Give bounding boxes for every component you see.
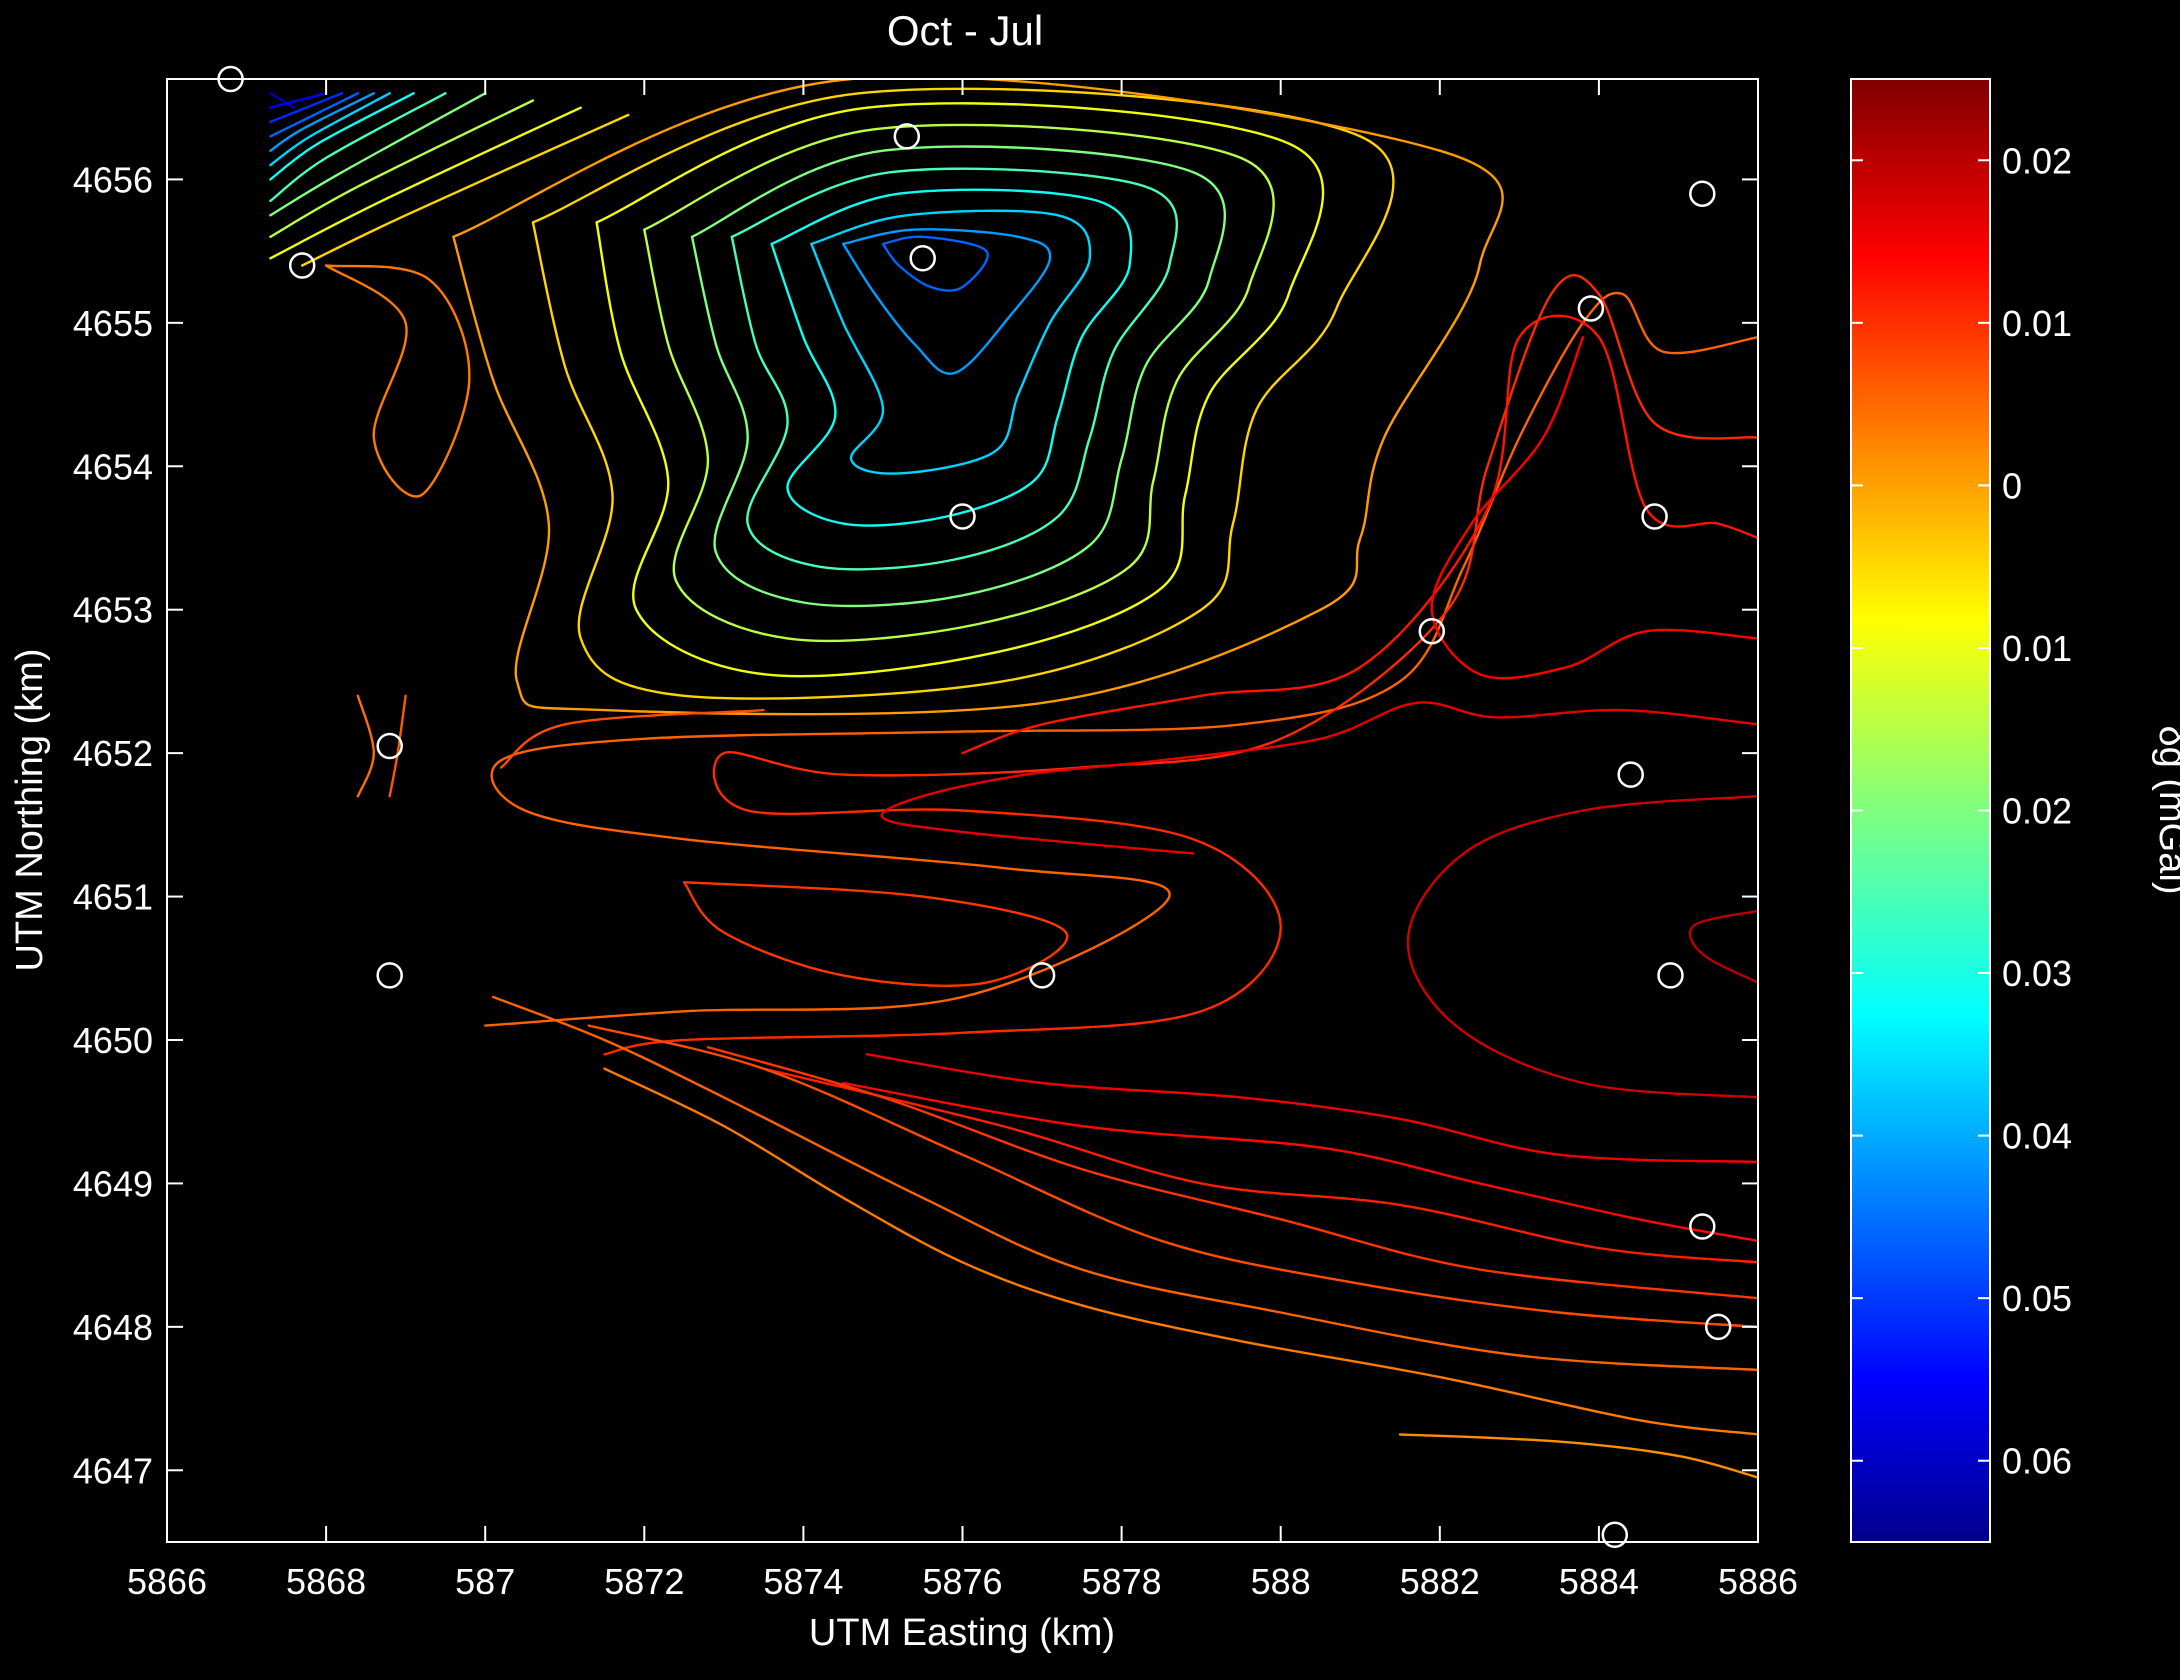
colorbar-tick-label: 0.04 [2002, 1116, 2072, 1157]
contour-line [269, 92, 296, 109]
station-marker [1617, 761, 1644, 788]
contour-line [1398, 1433, 1758, 1479]
contour-line [810, 209, 1092, 475]
contour-line [643, 123, 1275, 643]
contour-line [356, 694, 375, 798]
x-tick-label: 5872 [604, 1561, 684, 1602]
y-tick-label: 4653 [73, 590, 153, 631]
colorbar-tick-label: 0.01 [2002, 628, 2072, 669]
contour-line [269, 92, 344, 124]
station-marker [288, 252, 316, 279]
contour-line [1406, 795, 1758, 1099]
y-tick-label: 4648 [73, 1307, 153, 1348]
chart-title: Oct - Jul [887, 7, 1043, 54]
contour-line [842, 228, 1052, 375]
station-marker [1577, 295, 1605, 322]
contour-line [269, 92, 447, 203]
contour-line [452, 79, 1504, 716]
contour-line [1688, 909, 1758, 984]
x-tick-label: 5876 [922, 1561, 1002, 1602]
contour-line [269, 92, 360, 138]
y-tick-label: 4656 [73, 159, 153, 200]
colorbar-tick-label: 0.02 [2002, 791, 2072, 832]
contour-line [269, 99, 535, 238]
station-marker [1418, 617, 1446, 645]
contour-line [762, 1067, 1758, 1264]
contour-line [531, 87, 1395, 700]
y-tick-label: 4647 [73, 1450, 153, 1491]
contour-line [269, 92, 487, 217]
contour-line [269, 106, 582, 260]
x-tick-label: 5884 [1559, 1561, 1639, 1602]
contour-line [269, 92, 328, 109]
contour-line [603, 274, 1758, 1056]
colorbar-tick-label: 0.02 [2002, 140, 2072, 181]
station-marker [1704, 1313, 1732, 1341]
y-tick-label: 4649 [73, 1163, 153, 1204]
contour-line [492, 995, 1758, 1372]
station-markers [217, 65, 1732, 1549]
station-marker [1689, 180, 1716, 207]
y-axis-ticks: 4647 4648 4649 4650 4651 4652 4653 4654 4655 4656 [73, 159, 1758, 1491]
x-tick-label: 5886 [1718, 1561, 1798, 1602]
contour-line [682, 881, 1069, 988]
contour-line [603, 1067, 1758, 1436]
x-tick-label: 587 [455, 1561, 515, 1602]
contour-line [587, 1024, 1758, 1329]
contour-line [388, 694, 407, 798]
y-tick-label: 4651 [73, 877, 153, 918]
station-marker [893, 123, 921, 150]
colorbar-tick-label: 0.06 [2002, 1441, 2072, 1482]
station-marker [1657, 962, 1684, 989]
station-marker [1641, 503, 1668, 530]
contour-line [881, 235, 989, 292]
contour-line [842, 1081, 1758, 1242]
contour-line [770, 188, 1133, 527]
y-tick-label: 4650 [73, 1020, 153, 1061]
colorbar-label: δg (mGal) [2151, 726, 2180, 895]
contour-line [730, 167, 1179, 571]
station-marker [1028, 962, 1056, 989]
contour-line [880, 701, 1758, 855]
contour-line [269, 92, 375, 152]
contour-lines [269, 79, 1758, 1479]
contour-line [301, 113, 630, 267]
colorbar-tick-label: 0.03 [2002, 953, 2072, 994]
contour-line [324, 264, 471, 498]
station-marker [376, 732, 403, 760]
x-axis-label: UTM Easting (km) [809, 1612, 1115, 1654]
y-axis-label: UTM Northing (km) [9, 648, 51, 971]
contour-line [499, 708, 765, 769]
contour-line [865, 1053, 1758, 1164]
station-marker [949, 503, 976, 530]
x-tick-label: 5868 [286, 1561, 366, 1602]
x-tick-label: 588 [1251, 1561, 1311, 1602]
x-tick-label: 5878 [1082, 1561, 1162, 1602]
station-marker [1689, 1213, 1716, 1240]
contour-line [269, 92, 391, 167]
colorbar-ticks: 0.02 0.01 0 0.01 0.02 0.03 0.04 0.05 0.06 [1851, 140, 2072, 1482]
colorbar-tick-label: 0.01 [2002, 303, 2072, 344]
contour-line [1430, 336, 1758, 680]
y-tick-label: 4654 [73, 446, 153, 487]
x-tick-label: 5874 [763, 1561, 843, 1602]
x-axis-ticks: 5866 5868 587 5872 5874 5876 5878 588 5882 5884 58… [127, 79, 1798, 1602]
station-marker [376, 962, 403, 989]
y-tick-label: 4655 [73, 303, 153, 344]
x-tick-label: 5866 [127, 1561, 207, 1602]
contour-line [961, 314, 1758, 755]
contour-line [595, 102, 1325, 678]
colorbar-tick-label: 0.05 [2002, 1278, 2072, 1319]
station-marker [909, 245, 936, 272]
colorbar-tick-label: 0 [2002, 465, 2022, 506]
contour-line [706, 1046, 1758, 1300]
station-marker [1601, 1521, 1629, 1549]
contour-line [484, 291, 1758, 1027]
x-tick-label: 5882 [1400, 1561, 1480, 1602]
contour-line [269, 92, 415, 181]
y-tick-label: 4652 [73, 733, 153, 774]
colorbar [1851, 79, 1990, 1542]
contour-line [690, 145, 1227, 608]
